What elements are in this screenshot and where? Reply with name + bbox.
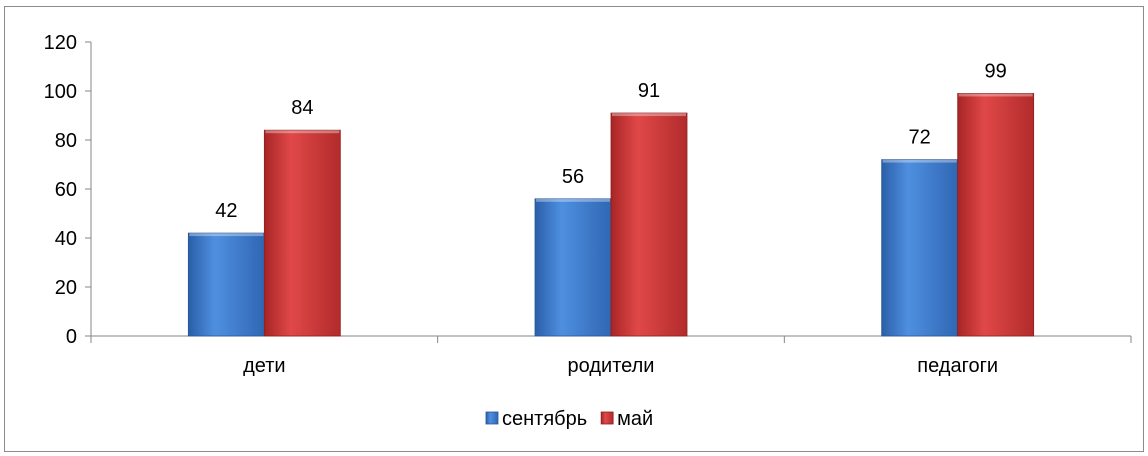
y-tick-label: 60 — [55, 179, 77, 201]
y-tick-label: 120 — [44, 32, 77, 54]
data-label: 42 — [215, 200, 237, 222]
bar — [610, 112, 688, 337]
data-label: 56 — [562, 166, 584, 188]
x-axis: дети родители педагоги — [90, 335, 1132, 377]
bar-highlight — [265, 130, 340, 134]
legend-label: сентябрь — [502, 408, 587, 430]
x-tick-label: дети — [243, 355, 285, 377]
y-tick-label: 100 — [44, 81, 77, 103]
legend: сентябрь май — [485, 408, 653, 430]
x-tick-label: педагоги — [917, 355, 998, 377]
data-label: 84 — [291, 97, 313, 119]
bar-highlight — [958, 93, 1033, 97]
data-label: 72 — [909, 127, 931, 149]
legend-swatch — [600, 411, 614, 425]
y-tick-label: 80 — [55, 130, 77, 152]
bars: 42 84 56 91 72 99 — [187, 60, 1035, 337]
bar — [881, 159, 959, 337]
y-axis: 0 20 40 60 80 100 120 — [44, 32, 92, 348]
data-label: 99 — [985, 60, 1007, 82]
y-tick-label: 40 — [55, 228, 77, 250]
legend-label: май — [617, 408, 653, 430]
legend-swatch — [485, 411, 499, 425]
bar-highlight — [612, 113, 686, 117]
bar-highlight — [536, 198, 610, 202]
bar-highlight — [882, 159, 957, 163]
bar — [263, 129, 341, 337]
x-tick-label: родители — [568, 355, 655, 377]
data-label: 91 — [638, 80, 660, 102]
bar — [957, 93, 1035, 337]
y-tick-label: 0 — [66, 326, 77, 348]
y-tick-label: 20 — [55, 277, 77, 299]
bar-highlight — [189, 233, 264, 237]
bar — [534, 198, 612, 337]
bar — [187, 232, 265, 337]
